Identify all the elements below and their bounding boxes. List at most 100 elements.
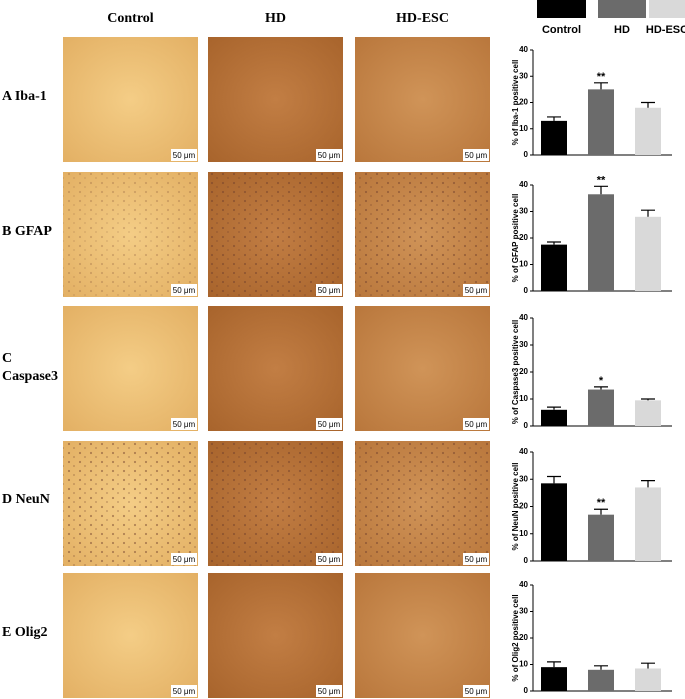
scale-bar-box (171, 418, 197, 430)
bar (588, 514, 614, 561)
bar (588, 669, 614, 691)
bar (588, 389, 614, 426)
scale-bar-box (463, 149, 489, 161)
error-bar (641, 101, 655, 108)
row-label: C (2, 351, 12, 366)
scale-bar-box (463, 685, 489, 697)
y-tick-label: 40 (519, 45, 528, 54)
column-header: HD (265, 11, 286, 26)
y-tick-label: 40 (519, 580, 528, 589)
bar (635, 107, 661, 155)
micrograph (208, 306, 343, 431)
scale-bar-label: 50 μm (465, 151, 488, 160)
error-bar (547, 406, 561, 410)
column-header: HD-ESC (396, 11, 449, 26)
scale-bar-label: 50 μm (465, 687, 488, 696)
significance: * (599, 375, 604, 387)
y-tick-label: 40 (519, 313, 528, 322)
y-tick-label: 10 (519, 124, 528, 133)
scale-bar-label: 50 μm (318, 555, 341, 564)
y-axis-label: % of Olig2 positive cell (511, 594, 520, 681)
error-bar (547, 241, 561, 245)
error-bar (547, 475, 561, 484)
significance: ** (597, 497, 606, 509)
row-label: B GFAP (2, 224, 52, 239)
micrograph (63, 37, 198, 162)
bar (635, 400, 661, 426)
bar (635, 216, 661, 291)
column-header: Control (107, 11, 154, 26)
bar (541, 483, 567, 561)
error-bar (641, 662, 655, 669)
scale-bar-label: 50 μm (318, 420, 341, 429)
micrograph (355, 573, 490, 698)
y-tick-label: 10 (519, 660, 528, 669)
y-tick-label: 10 (519, 529, 528, 538)
scale-bar-label: 50 μm (318, 151, 341, 160)
bar (541, 120, 567, 155)
y-tick-label: 30 (519, 474, 528, 483)
micrograph (355, 306, 490, 431)
micrograph (208, 37, 343, 162)
legend-swatch (649, 0, 685, 18)
y-tick-label: 20 (519, 98, 528, 107)
error-bar (547, 116, 561, 121)
scale-bar-label: 50 μm (173, 151, 196, 160)
micrograph (355, 37, 490, 162)
y-tick-label: 0 (524, 286, 529, 295)
y-tick-label: 0 (524, 421, 529, 430)
bar (588, 194, 614, 291)
micrograph-cells (355, 172, 490, 297)
error-bar (594, 185, 608, 195)
y-axis-label: % of NeuN positive cell (511, 462, 520, 550)
micrograph-cells (63, 172, 198, 297)
y-tick-label: 20 (519, 233, 528, 242)
y-tick-label: 10 (519, 260, 528, 269)
significance: ** (597, 71, 606, 83)
y-axis-label: % of Iba-1 positive cell (511, 60, 520, 146)
scale-bar-box (171, 553, 197, 565)
micrograph (63, 306, 198, 431)
significance: ** (597, 174, 606, 186)
micrograph-cells (355, 441, 490, 566)
y-tick-label: 30 (519, 340, 528, 349)
error-bar (547, 661, 561, 668)
scale-bar-box (316, 553, 342, 565)
bar (635, 487, 661, 561)
legend-label: HD (614, 24, 630, 36)
y-tick-label: 20 (519, 633, 528, 642)
y-tick-label: 20 (519, 502, 528, 511)
error-bar (594, 665, 608, 670)
scale-bar-box (316, 418, 342, 430)
row-label: E Olig2 (2, 625, 48, 640)
micrograph-cells (63, 441, 198, 566)
scale-bar-label: 50 μm (465, 286, 488, 295)
bar (588, 89, 614, 155)
y-tick-label: 30 (519, 207, 528, 216)
legend-label: Control (542, 24, 581, 36)
scale-bar-box (171, 284, 197, 296)
scale-bar-label: 50 μm (318, 687, 341, 696)
row-label: D NeuN (2, 492, 50, 507)
error-bar (594, 82, 608, 90)
scale-bar-label: 50 μm (173, 687, 196, 696)
micrograph-cells (208, 172, 343, 297)
y-tick-label: 10 (519, 394, 528, 403)
micrograph-cells (208, 441, 343, 566)
y-tick-label: 30 (519, 607, 528, 616)
scale-bar-label: 50 μm (173, 286, 196, 295)
legend-label: HD-ESC (646, 24, 685, 36)
row-label: A Iba-1 (2, 89, 47, 104)
micrograph (63, 573, 198, 698)
bar (541, 667, 567, 691)
scale-bar-box (171, 685, 197, 697)
y-tick-label: 20 (519, 367, 528, 376)
scale-bar-box (463, 284, 489, 296)
error-bar (594, 386, 608, 390)
scale-bar-box (463, 553, 489, 565)
error-bar (641, 398, 655, 401)
y-tick-label: 0 (524, 686, 529, 695)
scale-bar-box (316, 149, 342, 161)
scale-bar-box (316, 685, 342, 697)
